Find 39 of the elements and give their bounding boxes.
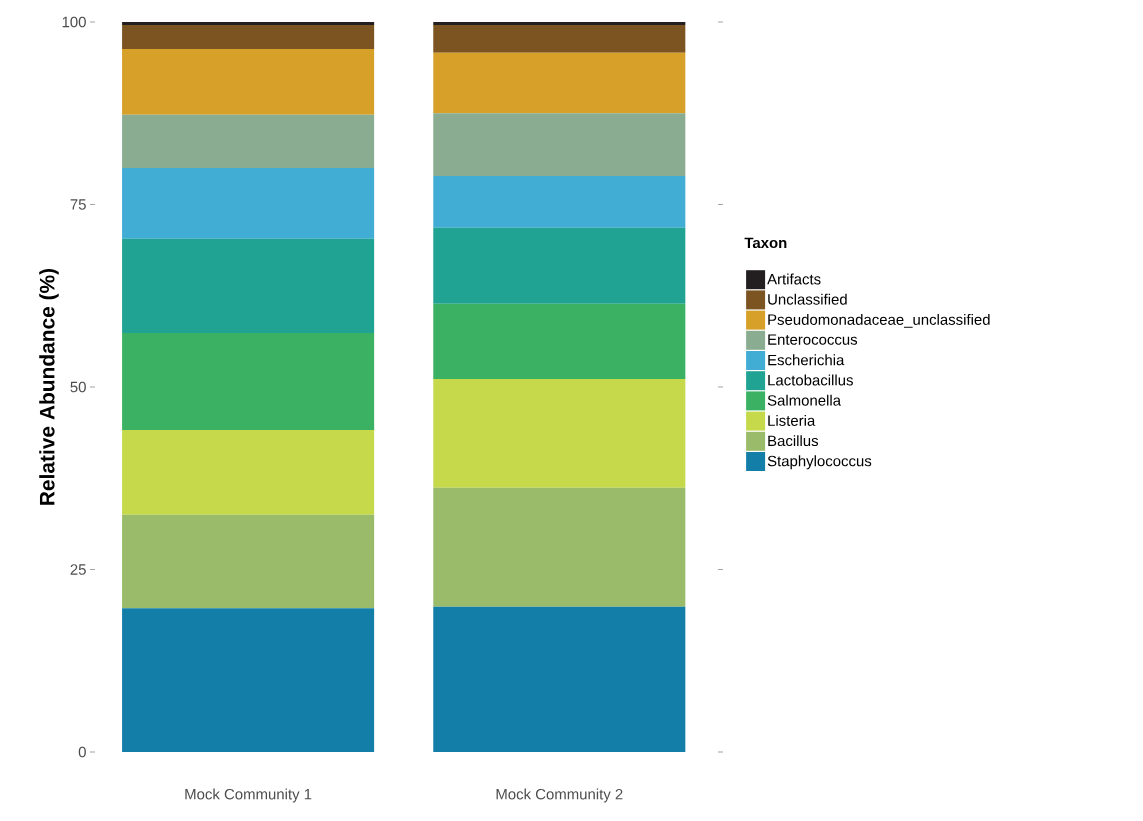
bar [433, 378, 686, 488]
legend-label: Bacillus [768, 435, 819, 447]
bar [433, 303, 686, 379]
y-tick-label: 50 [70, 381, 86, 393]
bar [122, 238, 375, 333]
y-tick-label: 0 [78, 746, 86, 758]
bar [433, 227, 686, 304]
legend-label: Salmonella [767, 394, 842, 406]
bar [122, 332, 375, 431]
bar [433, 52, 686, 114]
legend-label: Escherichia [768, 354, 845, 366]
bar [433, 487, 686, 607]
x-tick-label: Mock Community 1 [185, 788, 312, 803]
bar [122, 49, 375, 115]
bar [433, 21, 686, 25]
bar [122, 167, 375, 239]
legend-label: Unclassified [768, 293, 847, 305]
bar [122, 430, 375, 515]
legend-label: Staphylococcus [767, 455, 872, 470]
legend-label: Listeria [768, 414, 816, 426]
bar [122, 608, 375, 752]
bar [122, 21, 375, 25]
bar [433, 606, 686, 752]
bar [122, 24, 375, 49]
y-tick-label: 75 [70, 199, 86, 210]
legend-title: Taxon [744, 237, 787, 249]
bar [122, 514, 375, 609]
bar [122, 114, 375, 168]
legend-label: Enterococcus [768, 334, 858, 345]
y-tick-label: 100 [62, 16, 86, 28]
bar [433, 113, 686, 177]
y-axis-title: Relative Abundance (%) [39, 268, 59, 505]
bar [433, 176, 686, 228]
legend-label: Artifacts [767, 273, 821, 285]
x-tick-label: Mock Community 2 [496, 788, 623, 803]
bar [433, 24, 686, 53]
legend-label: Pseudomonadaceae_unclassified [768, 313, 990, 328]
y-tick-label: 25 [70, 564, 86, 575]
legend-label: Lactobacillus [768, 374, 853, 386]
